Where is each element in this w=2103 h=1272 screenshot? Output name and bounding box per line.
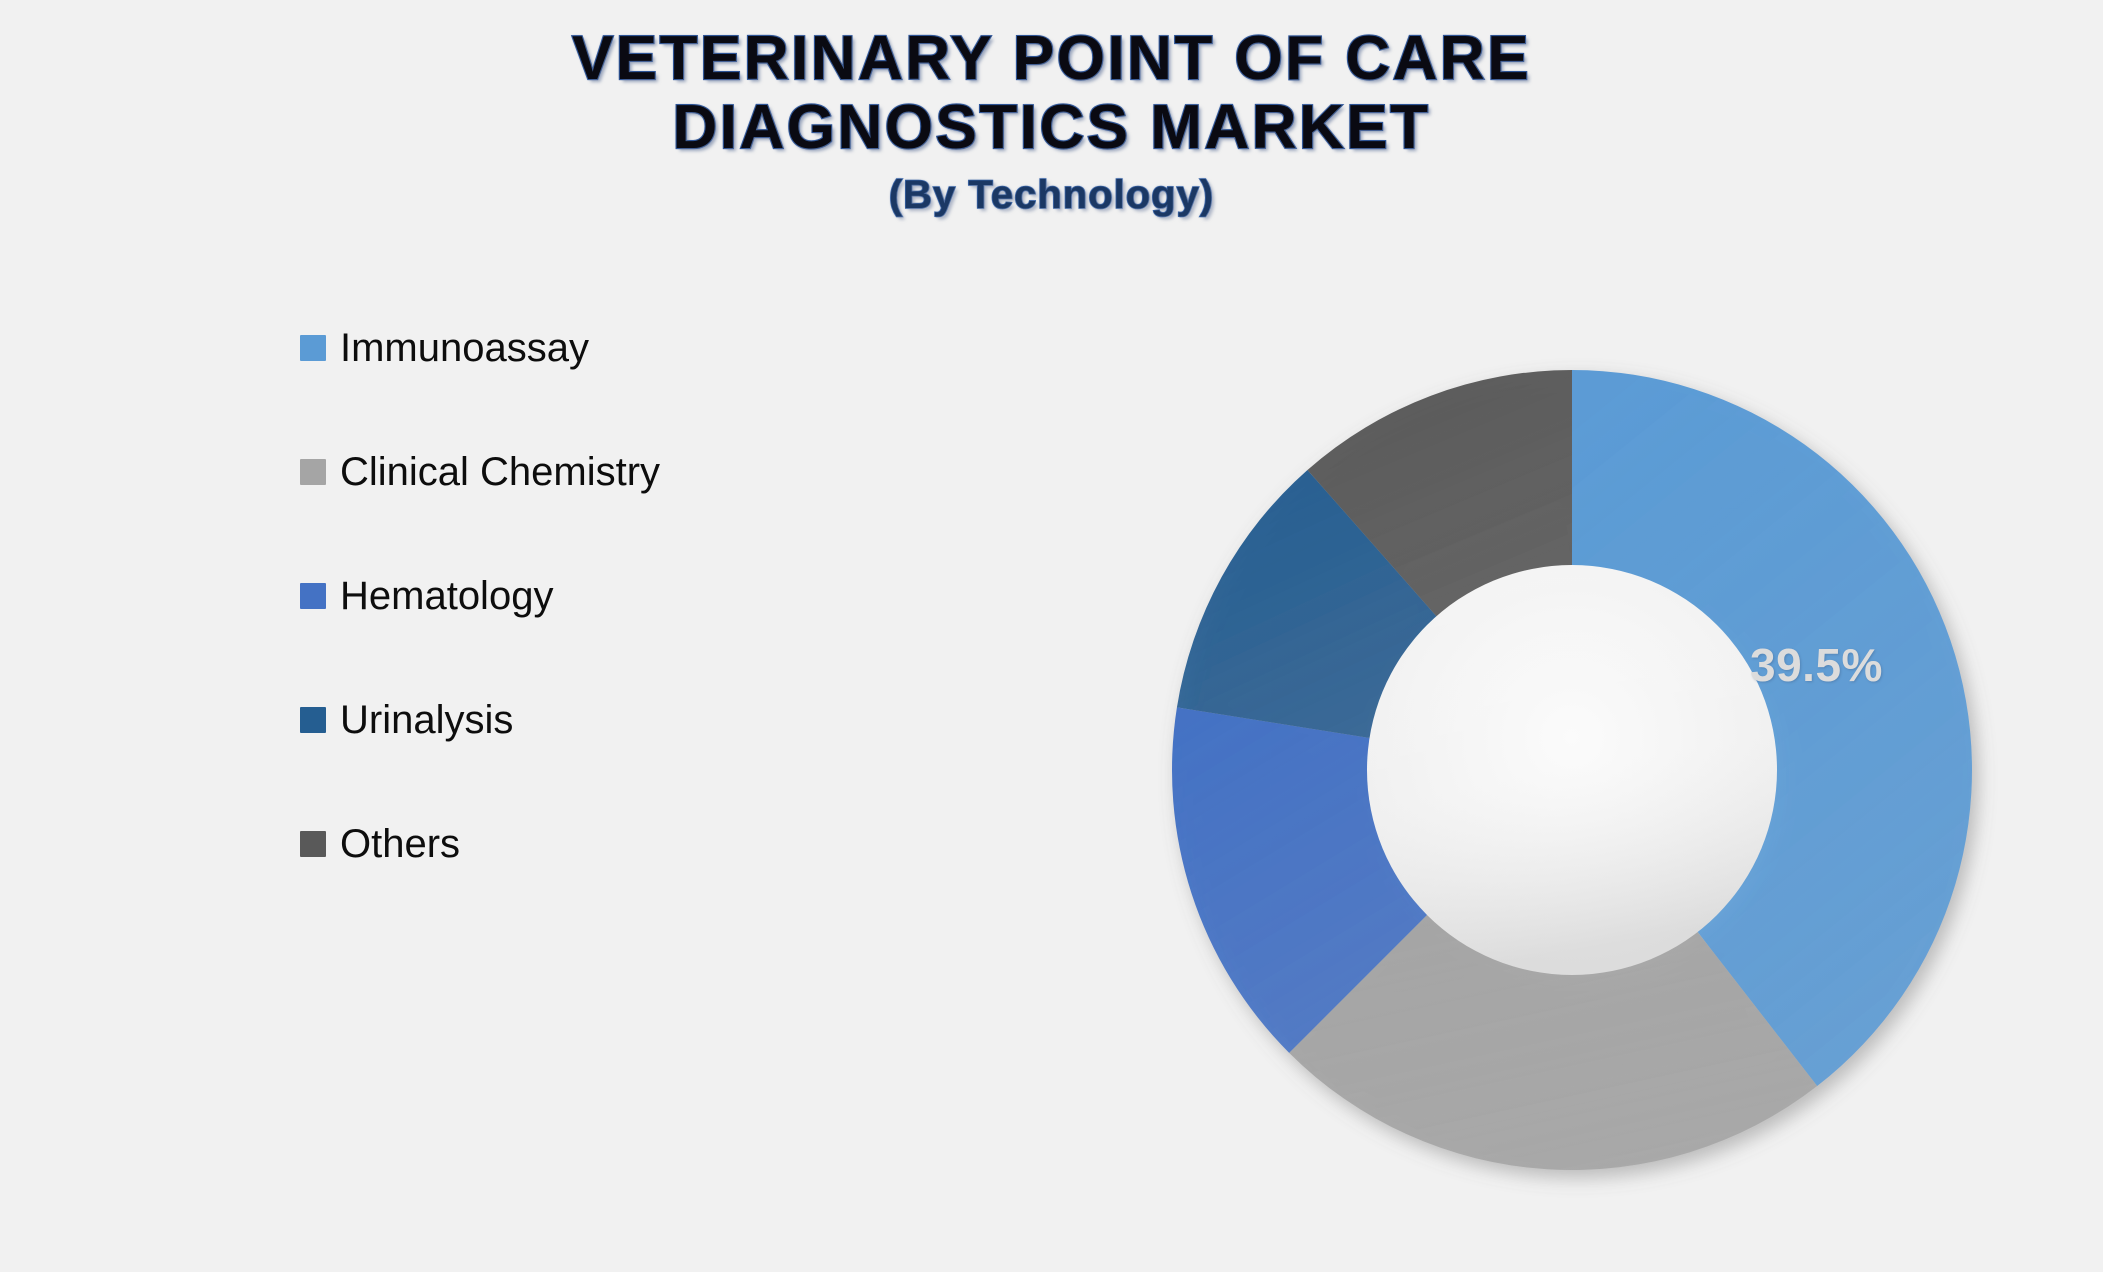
legend-item-immunoassay[interactable]: Immunoassay — [300, 286, 860, 410]
page-subtitle: (By Technology) — [888, 172, 1215, 218]
legend-item-hematology[interactable]: Hematology — [300, 534, 860, 658]
legend-item-clinical-chemistry[interactable]: Clinical Chemistry — [300, 410, 860, 534]
donut-chart — [1132, 330, 2012, 1210]
donut-slice-others[interactable] — [1307, 370, 1572, 617]
legend-item-label: Others — [340, 822, 461, 866]
donut-slice-urinalysis[interactable] — [1176, 469, 1438, 739]
legend-item-label: Hematology — [340, 574, 554, 618]
legend-swatch-icon — [300, 335, 326, 361]
donut-chart-svg — [1172, 370, 1972, 1170]
legend-item-label: Clinical Chemistry — [340, 450, 661, 494]
legend-item-label: Urinalysis — [340, 698, 514, 742]
legend-item-label: Immunoassay — [340, 326, 589, 370]
legend-item-others[interactable]: Others — [300, 782, 860, 906]
data-label-immunoassay: 39.5% — [1750, 639, 1883, 691]
legend-swatch-icon — [300, 459, 326, 485]
legend-swatch-icon — [300, 583, 326, 609]
donut-slice-clinical-chemistry[interactable] — [1289, 914, 1818, 1170]
legend-swatch-icon — [300, 707, 326, 733]
page-title: VETERINARY POINT OF CARE DIAGNOSTICS MAR… — [571, 23, 1532, 164]
chart-legend: Immunoassay Clinical Chemistry Hematolog… — [300, 286, 860, 906]
donut-slice-hematology[interactable] — [1172, 707, 1428, 1053]
legend-item-urinalysis[interactable]: Urinalysis — [300, 658, 860, 782]
title-block: VETERINARY POINT OF CARE DIAGNOSTICS MAR… — [0, 23, 2103, 218]
legend-swatch-icon — [300, 831, 326, 857]
donut-hole-sheen — [1367, 565, 1777, 975]
